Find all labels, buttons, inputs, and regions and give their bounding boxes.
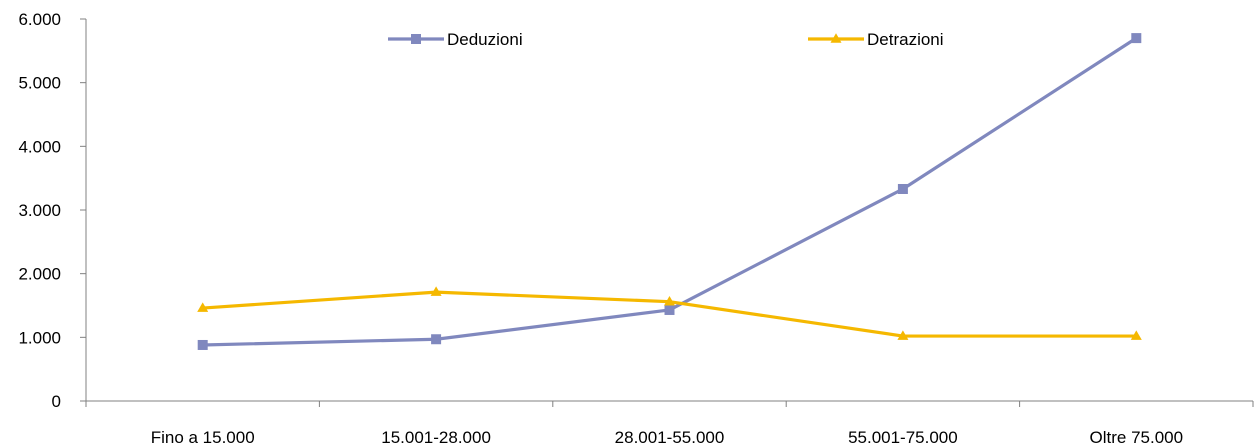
x-tick-label: Oltre 75.000: [1090, 428, 1184, 447]
x-tick-label: 55.001-75.000: [848, 428, 958, 447]
x-tick-label: 15.001-28.000: [381, 428, 491, 447]
data-point-detrazioni: [1130, 330, 1142, 340]
x-tick-label: Fino a 15.000: [151, 428, 255, 447]
legend-swatch-marker: [830, 33, 842, 43]
y-tick-label: 4.000: [18, 137, 61, 156]
y-tick-label: 6.000: [18, 10, 61, 29]
data-point-detrazioni: [664, 295, 675, 306]
legend-swatch-marker: [411, 34, 421, 44]
data-point-detrazioni: [897, 330, 909, 340]
y-tick-label: 0: [52, 392, 61, 411]
y-tick-label: 2.000: [18, 265, 61, 284]
data-point-deduzioni: [197, 339, 208, 350]
data-point-deduzioni: [431, 334, 442, 345]
data-point-detrazioni: [430, 286, 442, 296]
data-point-detrazioni: [197, 302, 209, 312]
legend-label-deduzioni: Deduzioni: [447, 30, 523, 49]
y-tick-label: 5.000: [18, 74, 61, 93]
data-point-deduzioni: [1131, 33, 1142, 44]
y-tick-label: 3.000: [18, 201, 61, 220]
legend-label-detrazioni: Detrazioni: [867, 30, 944, 49]
data-point-deduzioni: [897, 183, 908, 194]
y-tick-label: 1.000: [18, 328, 61, 347]
chart-series: [197, 33, 1142, 350]
chart-ticks: 0 1.000 2.000 3.000 4.000 5.000 6.000 Fino a 15…: [18, 10, 1254, 447]
chart-legend: Deduzioni Detrazioni: [388, 30, 944, 49]
data-point-deduzioni: [664, 304, 675, 315]
x-tick-label: 28.001-55.000: [615, 428, 725, 447]
